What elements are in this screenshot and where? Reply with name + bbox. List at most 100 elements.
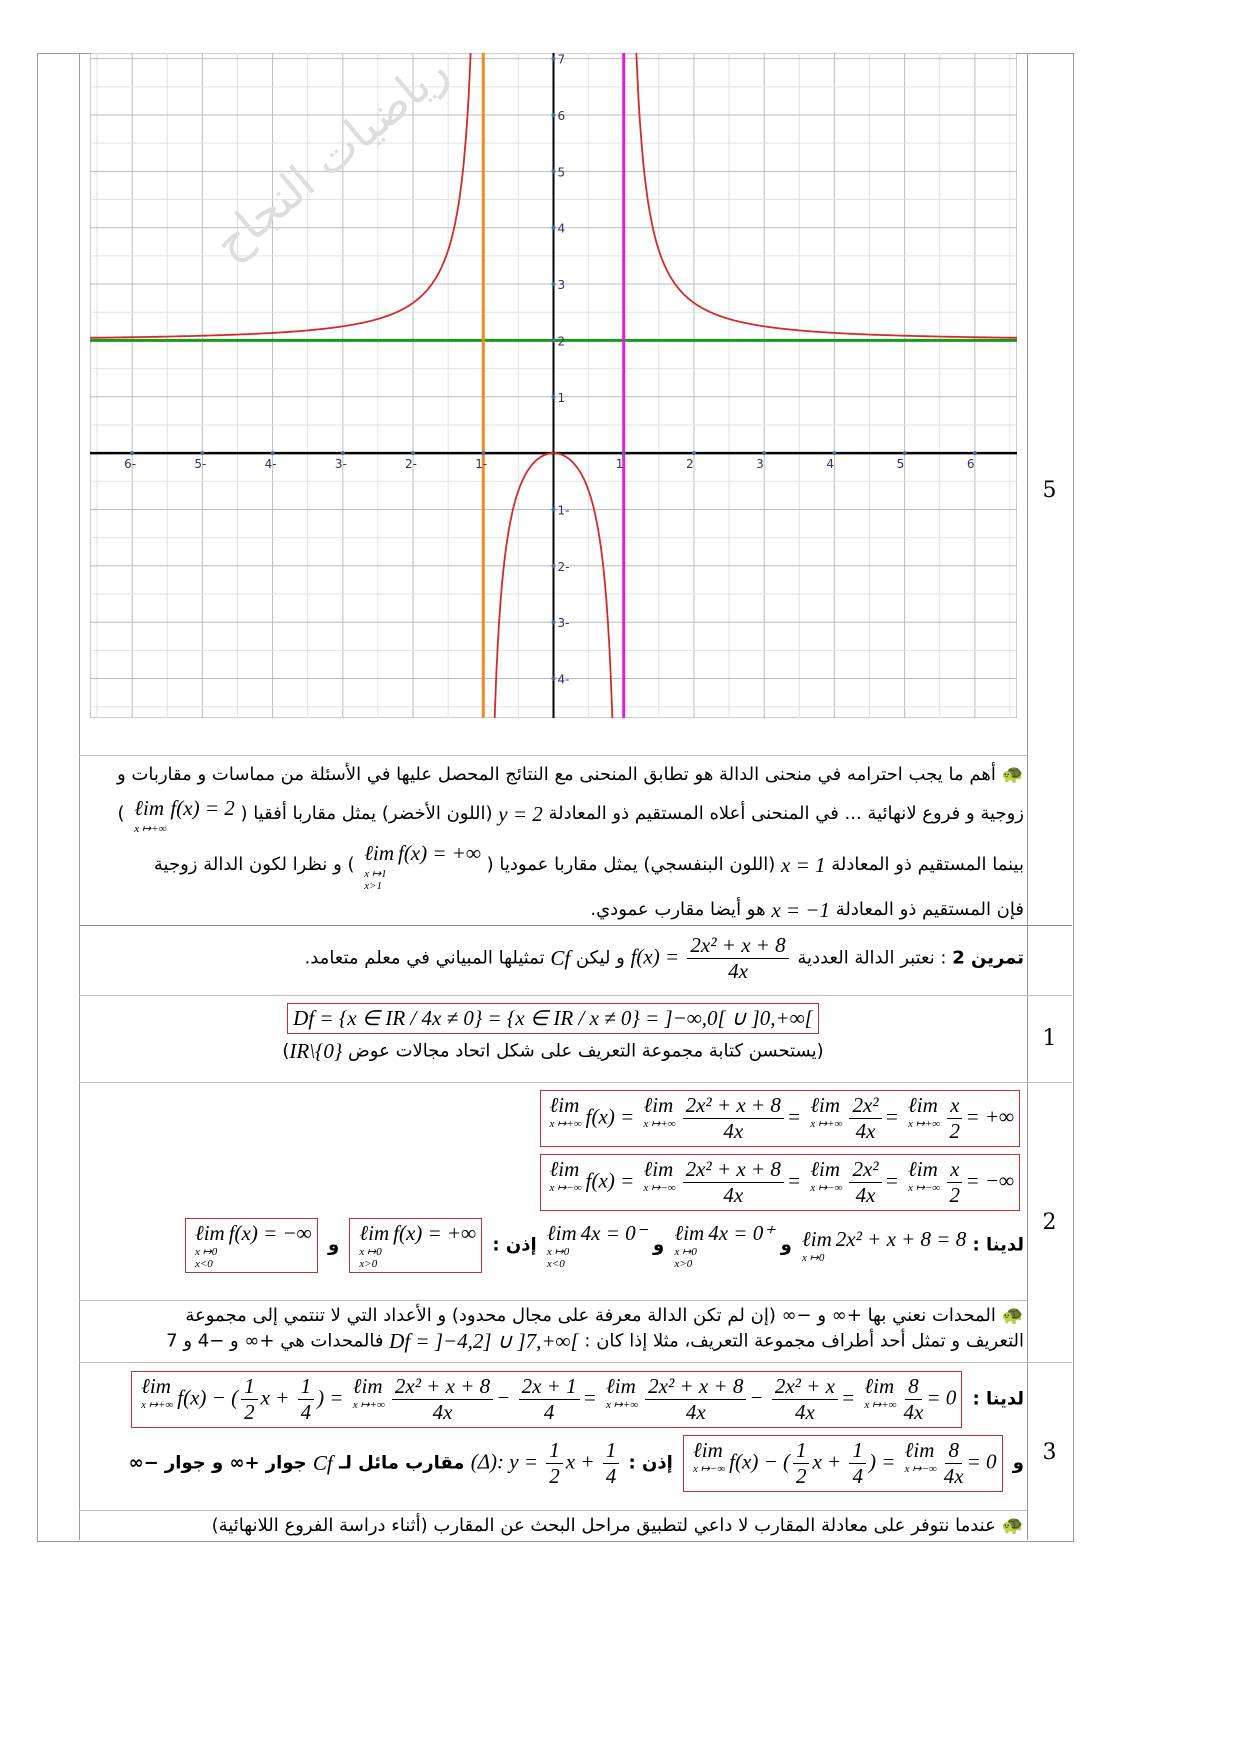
denominator: 2 — [949, 1183, 961, 1207]
column-divider — [1027, 53, 1028, 1540]
math-text: 2x² + x + 8 = 8 — [835, 1227, 967, 1251]
fraction: 2x² + x + 8 4x — [391, 1374, 494, 1425]
x-tick-label: 2- — [405, 457, 417, 471]
limit-operator: ℓim x ↦+∞ — [606, 1374, 638, 1411]
y-tick-label: 2- — [558, 560, 570, 574]
limit-symbol: ℓim — [549, 1093, 580, 1117]
limit-symbol: ℓim — [643, 1157, 674, 1181]
exercise-statement: تمرين 2 : نعتبر الدالة العددية f(x) = 2x… — [82, 930, 1024, 987]
math-text: = −∞ — [965, 1168, 1014, 1193]
numerator: 2x² — [849, 1157, 882, 1183]
row-number: 2 — [1042, 1210, 1057, 1235]
limit-condition: x ↦+∞ — [810, 1118, 843, 1130]
limit-operator: ℓim x ↦+∞ — [550, 1093, 582, 1130]
denominator: 4x — [728, 959, 748, 983]
text: تمثيلها المبياني في معلم متعامد. — [304, 947, 551, 969]
limit-symbol: ℓim — [693, 1438, 723, 1462]
numerator: 2x² + x + 8 — [682, 1157, 784, 1183]
column-divider — [79, 53, 80, 1540]
math-text: y = 2 — [498, 802, 543, 826]
row-divider — [79, 1082, 1072, 1083]
boxed-result: ℓim x ↦+∞ f(x) = ℓim x ↦+∞ 2x² + x + 8 4x = ℓi… — [539, 1090, 1020, 1147]
limit-operator: ℓim x ↦−∞ — [810, 1157, 842, 1194]
bold-text: إذن : — [622, 1452, 680, 1474]
y-tick-label: 6 — [558, 109, 566, 123]
tick-mark — [551, 112, 556, 117]
math-text: f(x) = — [585, 1104, 640, 1129]
limit-symbol: ℓim — [643, 1093, 674, 1117]
limit-operator: ℓim x ↦+∞ — [643, 1093, 675, 1130]
tick-mark — [200, 451, 205, 456]
bold-text: مقارب مائل لـ — [332, 1452, 471, 1474]
limit-condition: x<0 — [546, 1258, 565, 1270]
limit-symbol: ℓim — [907, 1093, 938, 1117]
math-text: = 0 — [926, 1385, 957, 1410]
boxed-result: ℓim x ↦0 x>0 f(x) = +∞ — [349, 1218, 483, 1273]
bold-text: تمرين 2 — [952, 947, 1024, 969]
turtle-icon: 🐢 — [1001, 1305, 1024, 1326]
numerator: 1 — [297, 1374, 315, 1400]
limit-operator: ℓim x ↦1 x>1 — [364, 838, 394, 892]
text-line: 🐢 عندما نتوفر على معادلة المقارب لا داعي… — [82, 1515, 1024, 1536]
tick-mark — [551, 169, 556, 174]
limit-symbol: ℓim — [810, 1093, 841, 1117]
tick-mark — [902, 451, 907, 456]
math-text: = — [884, 1168, 904, 1193]
boxed-result: Df = {x ∈ IR / 4x ≠ 0} = {x ∈ IR / x ≠ 0… — [287, 1003, 819, 1034]
math-text: f(x) = +∞ — [393, 1221, 477, 1245]
text-line: ℓim x ↦+∞ f(x) = ℓim x ↦+∞ 2x² + x + 8 4x = ℓi… — [82, 1088, 1024, 1149]
boxed-result: ℓim x ↦−∞ f(x) − (1 2 x + 1 4) = ℓim x ↦−∞ 8 4x =… — [683, 1435, 1003, 1492]
limit-condition: x ↦+∞ — [549, 1118, 582, 1130]
denominator: 4 — [605, 1464, 617, 1488]
text-line: و ℓim x ↦−∞ f(x) − (1 2 x + 1 4) = ℓim x ↦−∞ 8 4… — [82, 1433, 1024, 1494]
limit-operator: ℓim x ↦+∞ — [864, 1374, 896, 1411]
tick-mark — [130, 451, 135, 456]
limit-condition: x ↦1 — [364, 868, 387, 880]
math-expression: f(x) = 2x² + x + 8 4x — [631, 933, 792, 984]
math-text: Df = ]−4,2] ∪ ]7,+∞[ — [389, 1329, 579, 1353]
limit-condition: x ↦0 — [802, 1252, 825, 1264]
limit-condition: x ↦−∞ — [643, 1182, 676, 1194]
math-text: Df = {x ∈ IR / 4x ≠ 0} = {x ∈ IR / x ≠ 0… — [293, 1006, 813, 1030]
tick-mark — [551, 282, 556, 287]
limit-condition: x<0 — [194, 1258, 213, 1270]
bold-text: و — [321, 1234, 346, 1256]
limit-operator: ℓim x ↦−∞ — [550, 1157, 582, 1194]
denominator: 4x — [943, 1464, 964, 1488]
tick-mark — [411, 451, 416, 456]
bold-text: لدينا : — [966, 1234, 1025, 1256]
row-divider — [79, 1362, 1072, 1363]
math-text: ) = — [868, 1449, 901, 1474]
math-text: 4x = 0⁻ — [580, 1221, 647, 1245]
limit-condition: x>1 — [364, 880, 383, 892]
x-tick-label: 1 — [616, 457, 624, 471]
text: : نعتبر الدالة العددية — [791, 947, 953, 969]
tick-mark — [551, 338, 556, 343]
math-text: Cf — [312, 1451, 333, 1475]
limit-operator: ℓim x ↦0 x>0 — [359, 1221, 389, 1270]
fraction: 2x² + x + 8 4x — [687, 933, 789, 984]
denominator: 2 — [244, 1400, 255, 1424]
row-divider — [79, 925, 1072, 926]
numerator: 1 — [792, 1438, 810, 1464]
denominator: 4 — [852, 1464, 863, 1488]
math-text: IR\{0} — [289, 1039, 343, 1063]
math-expression: ℓim x ↦0 2x² + x + 8 = 8 — [798, 1227, 966, 1264]
text-line: فإن المستقيم ذو المعادلة x = −1 هو أيضا … — [82, 895, 1024, 925]
text-line: زوجية و فروع لانهائية ... في المنحنى أعل… — [82, 793, 1024, 835]
limit-symbol: ℓim — [674, 1221, 705, 1245]
numerator: 1 — [546, 1438, 563, 1464]
math-expression: IR\{0} — [289, 1039, 342, 1064]
tick-mark — [270, 451, 275, 456]
denominator: 4 — [543, 1400, 555, 1424]
text: عندما نتوفر على معادلة المقارب لا داعي ل… — [211, 1515, 1002, 1536]
turtle-icon: 🐢 — [1001, 1515, 1024, 1536]
tick-mark — [340, 451, 345, 456]
limit-symbol: ℓim — [864, 1374, 895, 1398]
text: التعريف و تمثل أحد أطراف مجموعة التعريف،… — [578, 1330, 1024, 1352]
limit-condition: x ↦−∞ — [549, 1182, 582, 1194]
tick-mark — [481, 451, 486, 456]
